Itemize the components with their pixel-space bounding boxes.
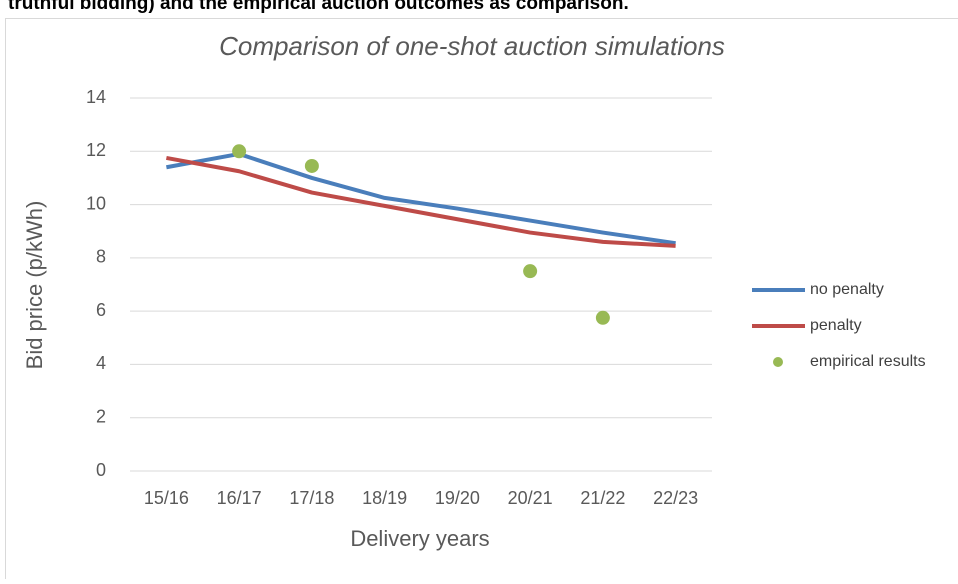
data-point: [523, 264, 537, 278]
x-axis-label: Delivery years: [350, 526, 489, 551]
data-point: [305, 159, 319, 173]
chart-title: Comparison of one-shot auction simulatio…: [219, 31, 725, 61]
x-tick-label: 19/20: [435, 488, 480, 508]
legend-label: penalty: [810, 317, 862, 334]
y-tick-label: 12: [86, 140, 106, 160]
x-tick-label: 18/19: [362, 488, 407, 508]
y-axis-label: Bid price (p/kWh): [22, 201, 47, 370]
y-tick-label: 6: [96, 300, 106, 320]
y-tick-label: 0: [96, 460, 106, 480]
x-tick-label: 16/17: [217, 488, 262, 508]
y-tick-label: 2: [96, 406, 106, 426]
y-tick-label: 14: [86, 87, 106, 107]
x-tick-label: 22/23: [653, 488, 698, 508]
caption: truthful bidding) and the empirical auct…: [8, 0, 629, 14]
legend-label: no penalty: [810, 281, 884, 298]
y-tick-label: 4: [96, 353, 106, 373]
data-point: [232, 144, 246, 158]
x-tick-label: 15/16: [144, 488, 189, 508]
x-tick-label: 17/18: [289, 488, 334, 508]
series-line: [166, 154, 675, 243]
y-tick-label: 10: [86, 193, 106, 213]
legend-label: empirical results: [810, 353, 926, 370]
y-tick-label: 8: [96, 247, 106, 267]
legend-marker: [773, 357, 783, 367]
x-tick-label: 20/21: [508, 488, 553, 508]
data-point: [596, 311, 610, 325]
x-tick-label: 21/22: [580, 488, 625, 508]
